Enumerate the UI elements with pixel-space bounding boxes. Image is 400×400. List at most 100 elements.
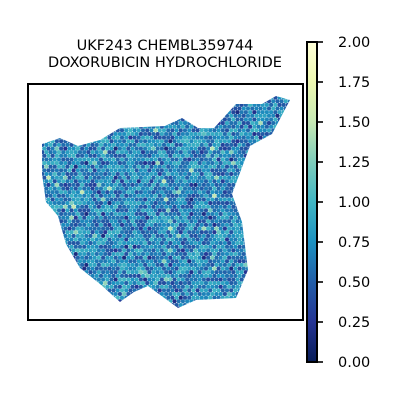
tissue-spot xyxy=(223,125,227,129)
tissue-spot xyxy=(139,139,143,143)
tissue-spot xyxy=(240,299,244,303)
tissue-spot xyxy=(212,106,216,110)
tissue-spot xyxy=(158,296,162,300)
tissue-spot xyxy=(40,267,44,271)
tissue-spot xyxy=(101,212,105,216)
tissue-spot xyxy=(193,241,197,245)
tissue-spot xyxy=(120,92,124,96)
tissue-spot xyxy=(223,139,227,143)
tissue-spot xyxy=(49,165,53,169)
tissue-spot xyxy=(95,194,99,198)
tissue-spot xyxy=(61,99,65,103)
tissue-spot xyxy=(44,281,48,285)
tissue-spot xyxy=(158,303,162,307)
tissue-spot xyxy=(235,299,239,303)
tissue-spot xyxy=(244,263,248,267)
tissue-spot xyxy=(95,274,99,278)
tissue-spot xyxy=(42,154,46,158)
tissue-spot xyxy=(246,165,250,169)
tissue-spot xyxy=(59,96,63,100)
tissue-spot xyxy=(181,183,185,187)
tissue-spot xyxy=(130,270,134,274)
tissue-spot xyxy=(112,267,116,271)
tissue-spot xyxy=(143,256,147,260)
tissue-spot xyxy=(49,194,53,198)
tissue-spot xyxy=(55,125,59,129)
tissue-spot xyxy=(244,117,248,121)
tissue-spot xyxy=(198,285,202,289)
tissue-spot xyxy=(204,106,208,110)
tissue-spot xyxy=(223,219,227,223)
tissue-spot xyxy=(198,161,202,165)
tissue-spot xyxy=(267,114,271,118)
tissue-spot xyxy=(67,197,71,201)
tissue-spot xyxy=(263,194,267,198)
tissue-spot xyxy=(82,114,86,118)
tissue-spot xyxy=(65,128,69,132)
tissue-spot xyxy=(93,219,97,223)
tissue-spot xyxy=(126,205,130,209)
tissue-spot xyxy=(133,150,137,154)
tissue-spot xyxy=(105,234,109,238)
tissue-spot xyxy=(112,179,116,183)
tissue-spot xyxy=(164,270,168,274)
tissue-spot xyxy=(240,263,244,267)
tissue-spot xyxy=(240,139,244,143)
tissue-spot xyxy=(114,227,118,231)
tissue-spot xyxy=(280,121,284,125)
tissue-spot xyxy=(72,219,76,223)
tissue-spot xyxy=(67,212,71,216)
tissue-spot xyxy=(67,132,71,136)
tissue-spot xyxy=(290,307,294,311)
tissue-spot xyxy=(95,106,99,110)
tissue-spot xyxy=(118,212,122,216)
tissue-spot xyxy=(214,248,218,252)
tissue-spot xyxy=(86,201,90,205)
tissue-spot xyxy=(172,263,176,267)
tissue-spot xyxy=(53,99,57,103)
tissue-spot xyxy=(208,150,212,154)
tissue-spot xyxy=(263,99,267,103)
tissue-spot xyxy=(208,274,212,278)
tissue-spot xyxy=(128,99,132,103)
tissue-spot xyxy=(156,161,160,165)
tissue-spot xyxy=(80,205,84,209)
tissue-spot xyxy=(149,114,153,118)
tissue-spot xyxy=(162,143,166,147)
tissue-spot xyxy=(256,270,260,274)
tissue-spot xyxy=(256,139,260,143)
tissue-spot xyxy=(187,172,191,176)
tissue-spot xyxy=(46,117,50,121)
tissue-spot xyxy=(280,114,284,118)
tissue-spot xyxy=(252,110,256,114)
tissue-spot xyxy=(53,114,57,118)
tissue-spot xyxy=(116,128,120,132)
tissue-spot xyxy=(99,92,103,96)
tissue-spot xyxy=(290,96,294,100)
tissue-spot xyxy=(139,154,143,158)
tissue-spot xyxy=(282,197,286,201)
tissue-spot xyxy=(168,110,172,114)
tissue-spot xyxy=(189,161,193,165)
tissue-spot xyxy=(248,256,252,260)
tissue-spot xyxy=(147,263,151,267)
tissue-spot xyxy=(151,205,155,209)
tissue-spot xyxy=(95,150,99,154)
tissue-spot xyxy=(284,172,288,176)
tissue-spot xyxy=(267,303,271,307)
tissue-spot xyxy=(170,201,174,205)
tissue-spot xyxy=(217,281,221,285)
tissue-spot xyxy=(263,296,267,300)
tissue-spot xyxy=(191,201,195,205)
tissue-spot xyxy=(172,190,176,194)
tissue-spot xyxy=(269,219,273,223)
tissue-spot xyxy=(164,147,168,151)
tissue-spot xyxy=(120,252,124,256)
tissue-spot xyxy=(187,296,191,300)
tissue-spot xyxy=(202,154,206,158)
tissue-spot xyxy=(254,252,258,256)
tissue-spot xyxy=(126,190,130,194)
tissue-spot xyxy=(273,183,277,187)
tissue-spot xyxy=(191,259,195,263)
tissue-spot xyxy=(217,216,221,220)
